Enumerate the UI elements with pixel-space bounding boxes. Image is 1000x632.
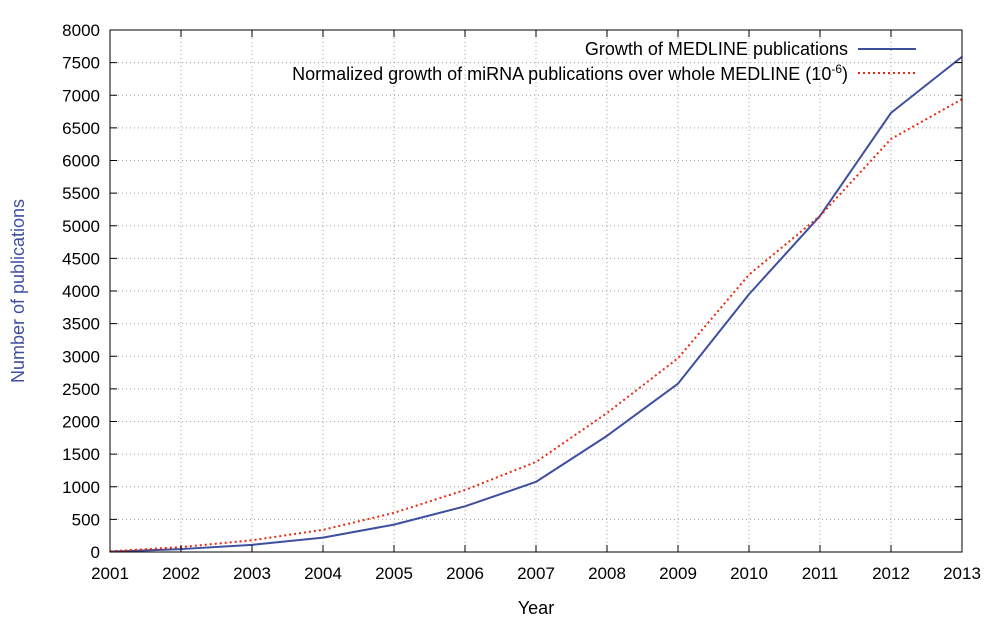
y-tick-label: 500 — [72, 510, 100, 529]
y-tick-label: 0 — [91, 543, 100, 562]
legend-label-mirna-suffix: ) — [842, 64, 848, 84]
x-tick-label: 2002 — [162, 564, 200, 583]
x-tick-label: 2005 — [375, 564, 413, 583]
legend-label-mirna-superscript: -6 — [831, 62, 842, 76]
axis-ticks: 0 500 1000 1500 2000 2500 3000 3500 4000 4500 5000… — [62, 21, 981, 583]
grid-lines — [110, 30, 962, 552]
y-tick-label: 2000 — [62, 413, 100, 432]
x-tick-label: 2009 — [659, 564, 697, 583]
y-tick-label: 1500 — [62, 445, 100, 464]
x-tick-label: 2007 — [517, 564, 555, 583]
y-tick-label: 3000 — [62, 347, 100, 366]
y-tick-label: 2500 — [62, 380, 100, 399]
x-tick-label: 2003 — [233, 564, 271, 583]
y-tick-label: 7000 — [62, 86, 100, 105]
x-tick-label: 2008 — [588, 564, 626, 583]
x-tick-label: 2001 — [91, 564, 129, 583]
x-axis-title: Year — [518, 598, 554, 618]
y-tick-label: 3500 — [62, 315, 100, 334]
series-lines — [110, 55, 962, 552]
y-tick-label: 5000 — [62, 217, 100, 236]
legend-label-mirna: Normalized growth of miRNA publications … — [292, 62, 848, 84]
y-tick-label: 6000 — [62, 152, 100, 171]
y-tick-label: 4000 — [62, 282, 100, 301]
y-tick-label: 4500 — [62, 249, 100, 268]
legend-label-mirna-main: Normalized growth of miRNA publications … — [292, 64, 831, 84]
y-axis-title: Number of publications — [8, 199, 28, 383]
y-tick-label: 5500 — [62, 184, 100, 203]
legend: Growth of MEDLINE publications Normalize… — [292, 39, 916, 84]
y-tick-label: 7500 — [62, 54, 100, 73]
x-tick-label: 2011 — [802, 564, 839, 583]
x-tick-label: 2006 — [446, 564, 484, 583]
x-tick-label: 2012 — [872, 564, 910, 583]
x-tick-label: 2013 — [943, 564, 981, 583]
y-tick-label: 1000 — [62, 478, 100, 497]
y-tick-label: 6500 — [62, 119, 100, 138]
x-tick-label: 2010 — [730, 564, 768, 583]
x-tick-label: 2004 — [304, 564, 342, 583]
y-tick-label: 8000 — [62, 21, 100, 40]
legend-label-medline: Growth of MEDLINE publications — [585, 39, 848, 59]
